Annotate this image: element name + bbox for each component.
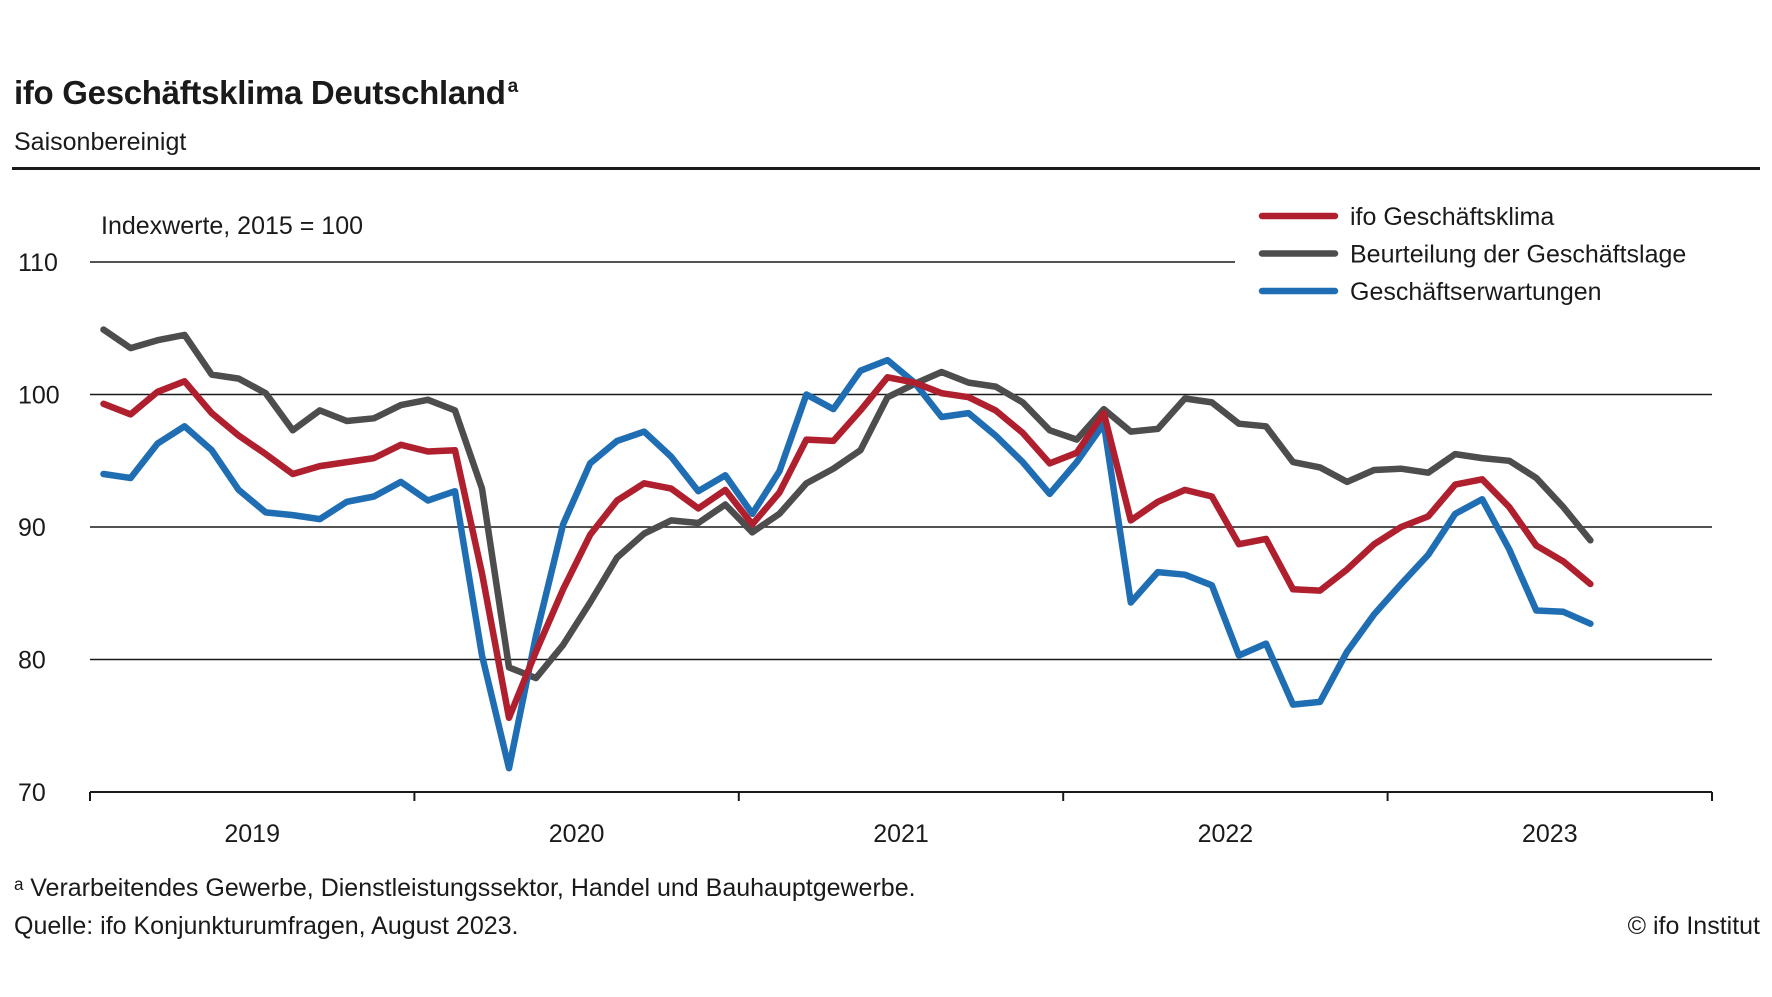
y-tick-label-90: 90 xyxy=(18,514,46,542)
chart-subtitle: Saisonbereinigt xyxy=(14,128,187,156)
legend-geschaeftserwartungen-label: Geschäftserwartungen xyxy=(1350,278,1602,306)
y-tick-label-70: 70 xyxy=(18,779,46,807)
chart-title-text: ifo Geschäftsklima Deutschland xyxy=(14,74,506,111)
x-tick-label-2022: 2022 xyxy=(1198,820,1254,848)
x-tick-label-2020: 2020 xyxy=(549,820,605,848)
header-rule xyxy=(12,167,1760,170)
y-tick-label-110: 110 xyxy=(18,249,58,277)
x-tick-label-2023: 2023 xyxy=(1522,820,1578,848)
footnote: ᵃ Verarbeitendes Gewerbe, Dienstleistung… xyxy=(14,874,916,902)
x-tick-label-2021: 2021 xyxy=(873,820,929,848)
x-tick-label-2019: 2019 xyxy=(224,820,280,848)
axes: 70 80 90 100 110 2019 2020 2021 2022 2023 xyxy=(18,249,1713,848)
series-line-geschaeftslage xyxy=(100,326,1594,682)
data-series xyxy=(100,326,1594,772)
legend-ifo-geschaeftsklima-label: ifo Geschäftsklima xyxy=(1350,203,1554,231)
source-note: Quelle: ifo Konjunkturumfragen, August 2… xyxy=(14,912,519,940)
y-tick-label-80: 80 xyxy=(18,647,46,675)
legend: ifo Geschäftsklima Beurteilung der Geschä… xyxy=(1258,203,1686,306)
chart-title: ifo Geschäftsklima Deutschland a xyxy=(14,74,518,112)
chart-title-superscript: a xyxy=(507,76,519,97)
y-tick-label-100: 100 xyxy=(18,382,60,410)
series-line-ifo-geschaeftsklima xyxy=(100,374,1594,722)
series-line-geschaeftserwartungen xyxy=(100,356,1594,772)
y-axis-unit-label: Indexwerte, 2015 = 100 xyxy=(101,212,363,240)
copyright-note: © ifo Institut xyxy=(1627,912,1760,940)
legend-geschaeftslage-label: Beurteilung der Geschäftslage xyxy=(1350,241,1686,269)
gridlines xyxy=(90,261,1712,661)
